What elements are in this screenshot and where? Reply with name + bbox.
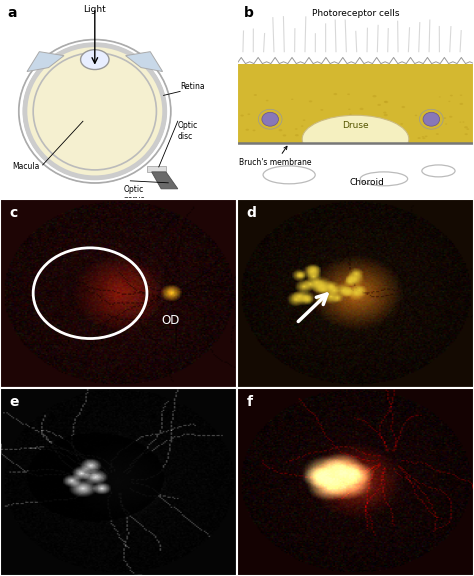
Ellipse shape	[291, 98, 293, 100]
Polygon shape	[27, 52, 64, 71]
Polygon shape	[152, 172, 178, 189]
Text: c: c	[9, 206, 18, 220]
Ellipse shape	[401, 123, 403, 125]
Text: Druse: Druse	[342, 121, 369, 130]
Text: Bruch's membrane: Bruch's membrane	[239, 146, 312, 168]
Text: Retina: Retina	[180, 82, 205, 92]
Ellipse shape	[303, 119, 305, 121]
Ellipse shape	[377, 104, 381, 106]
Ellipse shape	[459, 103, 463, 105]
Text: a: a	[7, 6, 17, 20]
Ellipse shape	[302, 115, 409, 163]
Ellipse shape	[337, 124, 339, 126]
Ellipse shape	[19, 40, 171, 183]
Ellipse shape	[348, 108, 351, 110]
Ellipse shape	[347, 93, 350, 95]
Ellipse shape	[81, 50, 109, 70]
Ellipse shape	[295, 134, 299, 137]
Ellipse shape	[460, 94, 462, 96]
Ellipse shape	[254, 94, 257, 96]
Text: Light: Light	[83, 5, 106, 14]
FancyBboxPatch shape	[147, 166, 166, 172]
Text: e: e	[9, 395, 19, 409]
Ellipse shape	[351, 137, 353, 138]
Ellipse shape	[401, 106, 405, 108]
Text: Optic
nerve: Optic nerve	[123, 185, 145, 204]
Ellipse shape	[373, 95, 376, 97]
Polygon shape	[126, 52, 163, 71]
Ellipse shape	[450, 94, 453, 96]
Ellipse shape	[322, 137, 326, 138]
Ellipse shape	[323, 127, 327, 129]
Ellipse shape	[247, 113, 250, 115]
Ellipse shape	[301, 126, 303, 127]
Ellipse shape	[333, 93, 337, 95]
Ellipse shape	[420, 116, 422, 117]
Ellipse shape	[246, 128, 249, 131]
Ellipse shape	[315, 132, 318, 133]
Ellipse shape	[419, 109, 443, 129]
Ellipse shape	[360, 108, 364, 110]
Text: Optic
disc: Optic disc	[178, 121, 198, 141]
Ellipse shape	[19, 40, 171, 183]
Ellipse shape	[295, 128, 298, 130]
Ellipse shape	[422, 137, 426, 139]
Ellipse shape	[422, 136, 424, 138]
Ellipse shape	[279, 129, 283, 131]
Ellipse shape	[253, 130, 255, 131]
Ellipse shape	[340, 131, 344, 133]
Ellipse shape	[383, 114, 388, 116]
Ellipse shape	[425, 113, 429, 115]
Ellipse shape	[383, 112, 386, 113]
Ellipse shape	[309, 100, 312, 103]
Ellipse shape	[423, 112, 439, 126]
Ellipse shape	[384, 101, 387, 103]
Ellipse shape	[426, 126, 428, 128]
Ellipse shape	[415, 115, 417, 116]
Ellipse shape	[320, 109, 323, 111]
Ellipse shape	[465, 133, 468, 135]
Ellipse shape	[240, 115, 244, 116]
Ellipse shape	[443, 118, 446, 119]
Ellipse shape	[258, 109, 282, 129]
Text: Macula: Macula	[12, 162, 39, 172]
Text: Choroid: Choroid	[350, 179, 385, 187]
Ellipse shape	[349, 113, 352, 115]
Ellipse shape	[449, 116, 452, 118]
Text: b: b	[244, 6, 254, 20]
Ellipse shape	[445, 123, 447, 124]
Text: d: d	[246, 206, 256, 220]
Ellipse shape	[418, 137, 421, 139]
Ellipse shape	[24, 44, 166, 179]
Ellipse shape	[283, 134, 286, 137]
Ellipse shape	[439, 96, 441, 97]
Ellipse shape	[436, 133, 439, 135]
Text: OD: OD	[162, 314, 180, 327]
Ellipse shape	[262, 112, 279, 126]
Ellipse shape	[265, 126, 269, 129]
Ellipse shape	[448, 101, 450, 102]
Ellipse shape	[464, 126, 468, 128]
Ellipse shape	[384, 101, 388, 103]
Ellipse shape	[466, 128, 469, 130]
Text: Photoreceptor cells: Photoreceptor cells	[312, 9, 399, 18]
Ellipse shape	[266, 100, 268, 101]
Ellipse shape	[425, 135, 428, 137]
Ellipse shape	[459, 122, 461, 123]
Ellipse shape	[263, 120, 266, 123]
Ellipse shape	[434, 115, 437, 116]
Bar	[237, 63, 474, 143]
Text: f: f	[246, 395, 253, 409]
Ellipse shape	[462, 122, 465, 123]
Ellipse shape	[424, 111, 428, 113]
